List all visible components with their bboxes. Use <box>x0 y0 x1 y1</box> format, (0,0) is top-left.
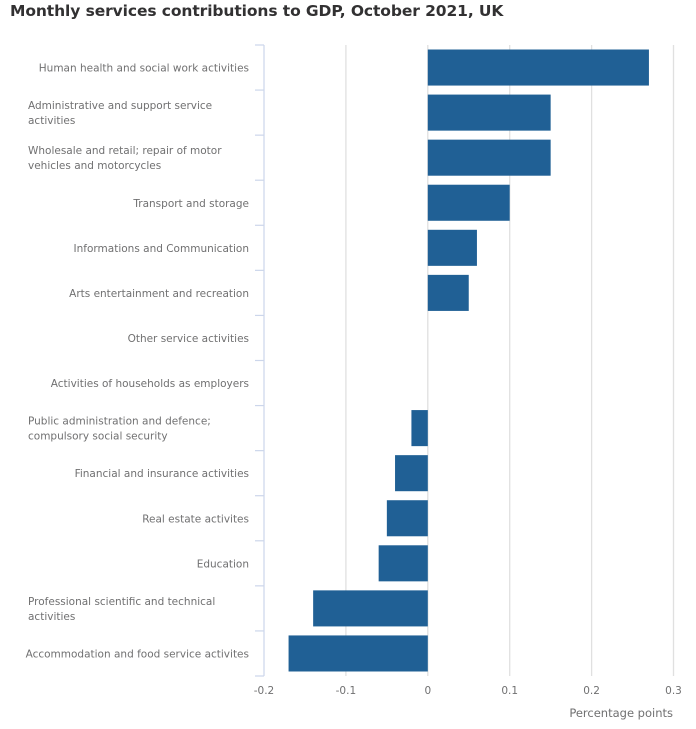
category-label: Professional scientific and technical act… <box>28 596 215 623</box>
category-label: Arts entertainment and recreation <box>69 288 249 300</box>
category-label: Activities of households as employers <box>51 378 249 390</box>
chart-title: Monthly services contributions to GDP, O… <box>10 2 504 20</box>
category-label: Real estate activites <box>142 513 249 525</box>
x-tick-label: 0 <box>424 685 431 697</box>
x-tick-label: -0.1 <box>336 685 357 697</box>
bar[interactable] <box>288 635 428 672</box>
bars <box>288 49 649 672</box>
bar[interactable] <box>427 94 551 131</box>
x-axis-title: Percentage points <box>569 706 673 720</box>
bar[interactable] <box>427 139 551 176</box>
category-label: Informations and Communication <box>74 243 249 255</box>
category-label: Transport and storage <box>132 198 249 210</box>
x-tick-label: 0.2 <box>583 685 600 697</box>
category-label: Other service activities <box>128 333 249 345</box>
x-tick-label: 0.3 <box>665 685 682 697</box>
x-tick-label: -0.2 <box>254 685 275 697</box>
bar[interactable] <box>395 455 428 492</box>
y-axis <box>255 44 265 677</box>
category-label: Administrative and support service activi… <box>28 100 212 127</box>
bar[interactable] <box>313 590 428 627</box>
x-tick-label: 0.1 <box>501 685 518 697</box>
bar[interactable] <box>427 49 649 86</box>
bar[interactable] <box>378 545 428 582</box>
x-axis-tick-labels: -0.2 -0.1 0 0.1 0.2 0.3 <box>254 685 682 697</box>
bar[interactable] <box>386 500 428 537</box>
bar[interactable] <box>427 274 469 311</box>
bar[interactable] <box>427 229 477 266</box>
bar[interactable] <box>427 184 510 221</box>
bar[interactable] <box>411 410 428 447</box>
category-labels: Human health and social work activities A… <box>26 63 249 661</box>
category-label: Human health and social work activities <box>39 63 249 75</box>
gridlines <box>345 45 675 676</box>
category-label: Public administration and defence; compul… <box>28 416 211 443</box>
category-label: Financial and insurance activities <box>75 468 249 480</box>
category-label: Wholesale and retail; repair of motor veh… <box>28 145 222 172</box>
category-label: Education <box>197 558 249 570</box>
category-label: Accommodation and food service activites <box>26 648 249 660</box>
